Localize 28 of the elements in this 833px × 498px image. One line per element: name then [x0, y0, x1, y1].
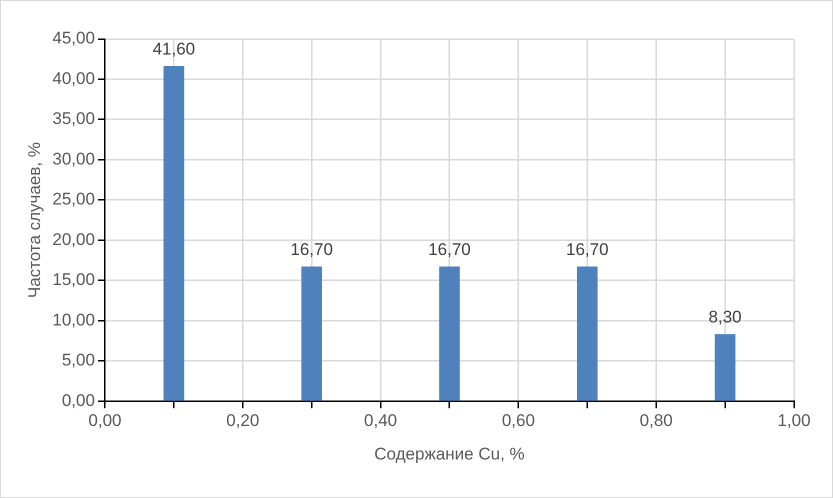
data-label: 8,30: [708, 308, 742, 327]
bar: [439, 266, 460, 401]
x-axis-title: Содержание Cu, %: [374, 444, 525, 464]
y-tick-label: 15,00: [52, 270, 95, 290]
x-tick-label: 1,00: [777, 411, 811, 430]
y-tick-label: 5,00: [62, 350, 95, 370]
data-label: 16,70: [428, 240, 471, 259]
y-tick-label: 25,00: [52, 190, 95, 209]
y-tick-label: 35,00: [52, 109, 95, 128]
y-tick-label: 40,00: [52, 68, 95, 88]
y-axis-title: Частота случаев, %: [24, 142, 44, 298]
y-tick-label: 10,00: [52, 310, 95, 330]
x-tick-label: 0,40: [364, 411, 398, 430]
y-tick-label: 45,00: [52, 28, 95, 48]
bar: [714, 334, 736, 401]
y-tick-label: 20,00: [52, 230, 95, 249]
bar: [164, 66, 184, 401]
x-tick-label: 0,60: [502, 411, 535, 430]
x-tick-label: 0,80: [640, 411, 673, 430]
data-label: 41,60: [152, 40, 196, 59]
y-tick-label: 0,00: [62, 390, 95, 410]
bar: [301, 266, 322, 401]
x-tick-label: 0,00: [88, 411, 122, 430]
data-label: 16,70: [290, 240, 333, 259]
bar: [576, 266, 598, 401]
y-tick-label: 30,00: [52, 149, 95, 168]
x-tick-label: 0,20: [226, 411, 260, 430]
data-label: 16,70: [566, 240, 609, 259]
